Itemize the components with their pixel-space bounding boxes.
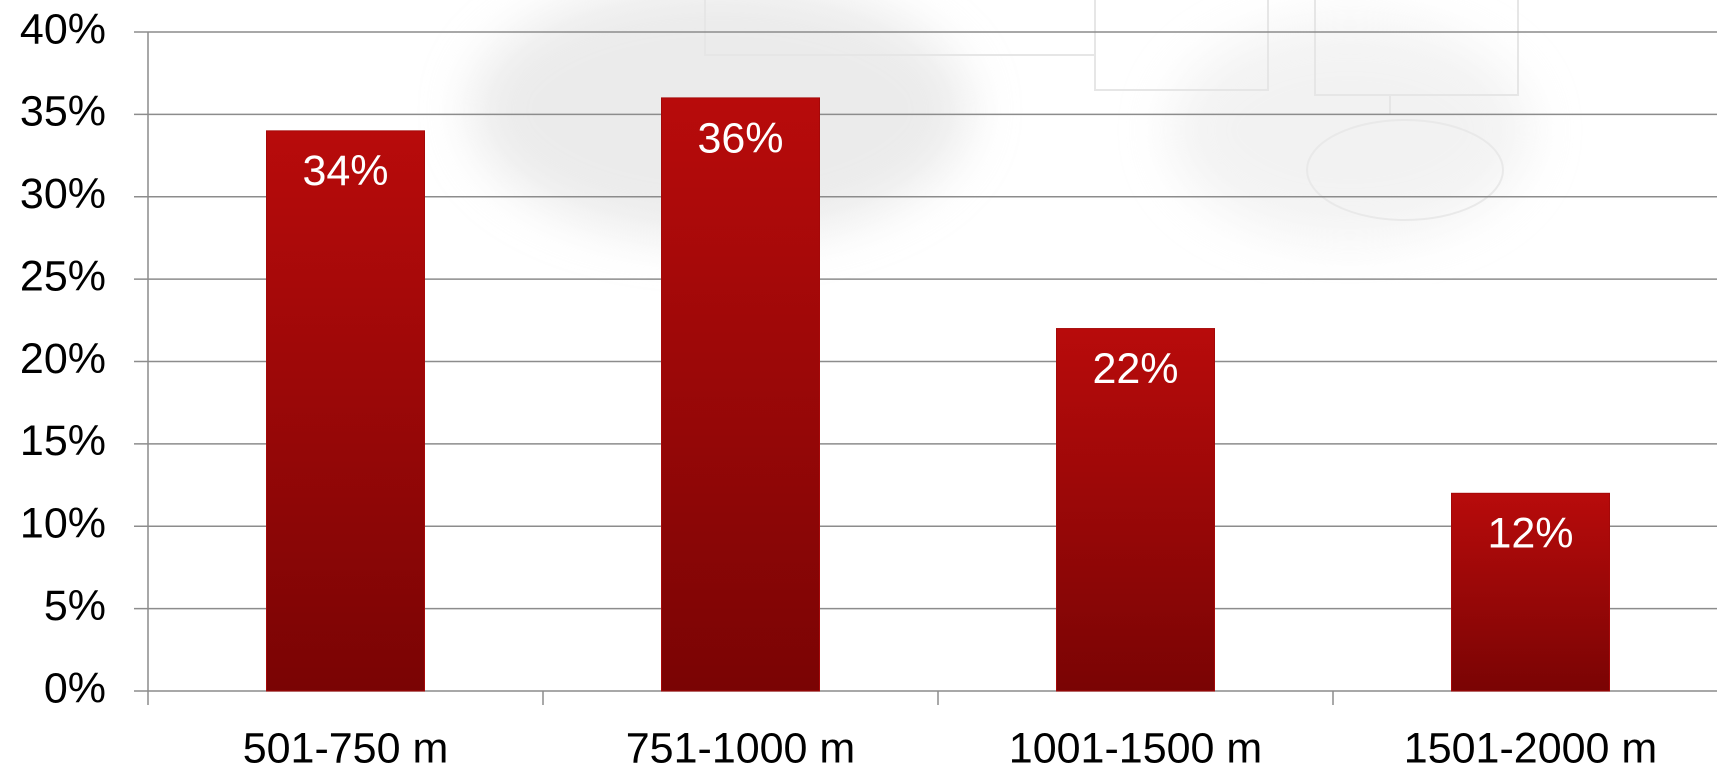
y-tick-label: 0% bbox=[44, 664, 106, 712]
value-label: 34% bbox=[302, 147, 388, 195]
x-tick-label: 751-1000 m bbox=[626, 724, 856, 771]
y-tick-label: 5% bbox=[44, 582, 106, 630]
y-tick-label: 30% bbox=[20, 170, 106, 218]
x-tick-label: 1501-2000 m bbox=[1404, 724, 1657, 771]
y-tick-label: 25% bbox=[20, 252, 106, 300]
y-tick-label: 40% bbox=[20, 5, 106, 53]
background-sketch bbox=[470, 0, 1530, 240]
x-tick-label: 501-750 m bbox=[243, 724, 449, 771]
value-label: 36% bbox=[697, 114, 783, 162]
value-label: 22% bbox=[1092, 345, 1178, 393]
y-tick-label: 15% bbox=[20, 417, 106, 465]
bar bbox=[1056, 328, 1215, 692]
y-tick-label: 10% bbox=[20, 500, 106, 548]
y-tick-label: 20% bbox=[20, 335, 106, 383]
y-tick-label: 35% bbox=[20, 88, 106, 136]
bar bbox=[266, 130, 425, 692]
value-label: 12% bbox=[1487, 510, 1573, 558]
bar bbox=[661, 97, 820, 692]
bar bbox=[1451, 492, 1610, 692]
x-tick-label: 1001-1500 m bbox=[1009, 724, 1262, 771]
